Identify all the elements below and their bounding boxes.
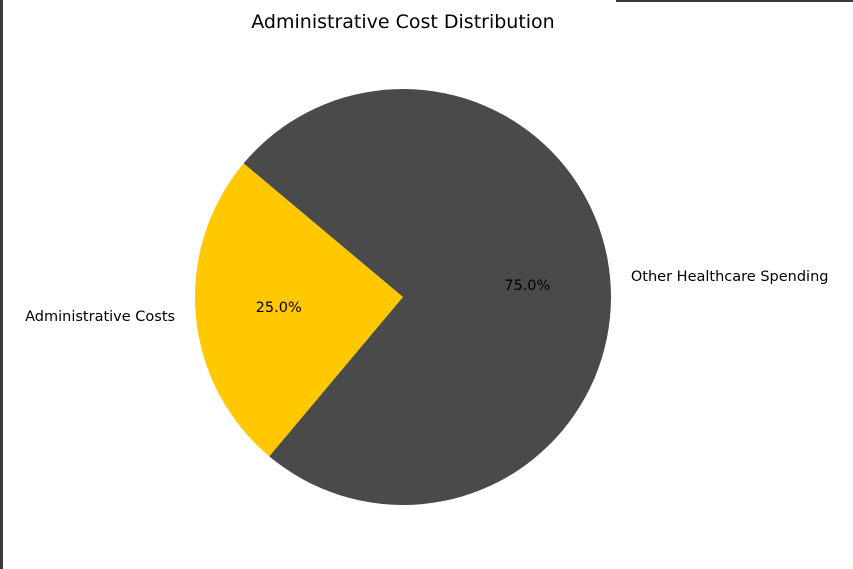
pie-slice-pct-label-1: 75.0% [504, 278, 550, 294]
window-left-border [0, 0, 3, 569]
pie-slice-pct-label-0: 25.0% [256, 300, 302, 316]
pie-slice-0 [194, 163, 403, 457]
pie-slice-label-0: Administrative Costs [25, 309, 175, 325]
pie-slices [194, 89, 611, 506]
chart-title: Administrative Cost Distribution [251, 11, 554, 33]
pie-slice-label-1: Other Healthcare Spending [631, 269, 829, 285]
window-top-border [616, 0, 853, 2]
pie-labels: 25.0% Administrative Costs 75.0% Other Heal… [25, 269, 828, 325]
pie-slice-1 [243, 89, 611, 506]
